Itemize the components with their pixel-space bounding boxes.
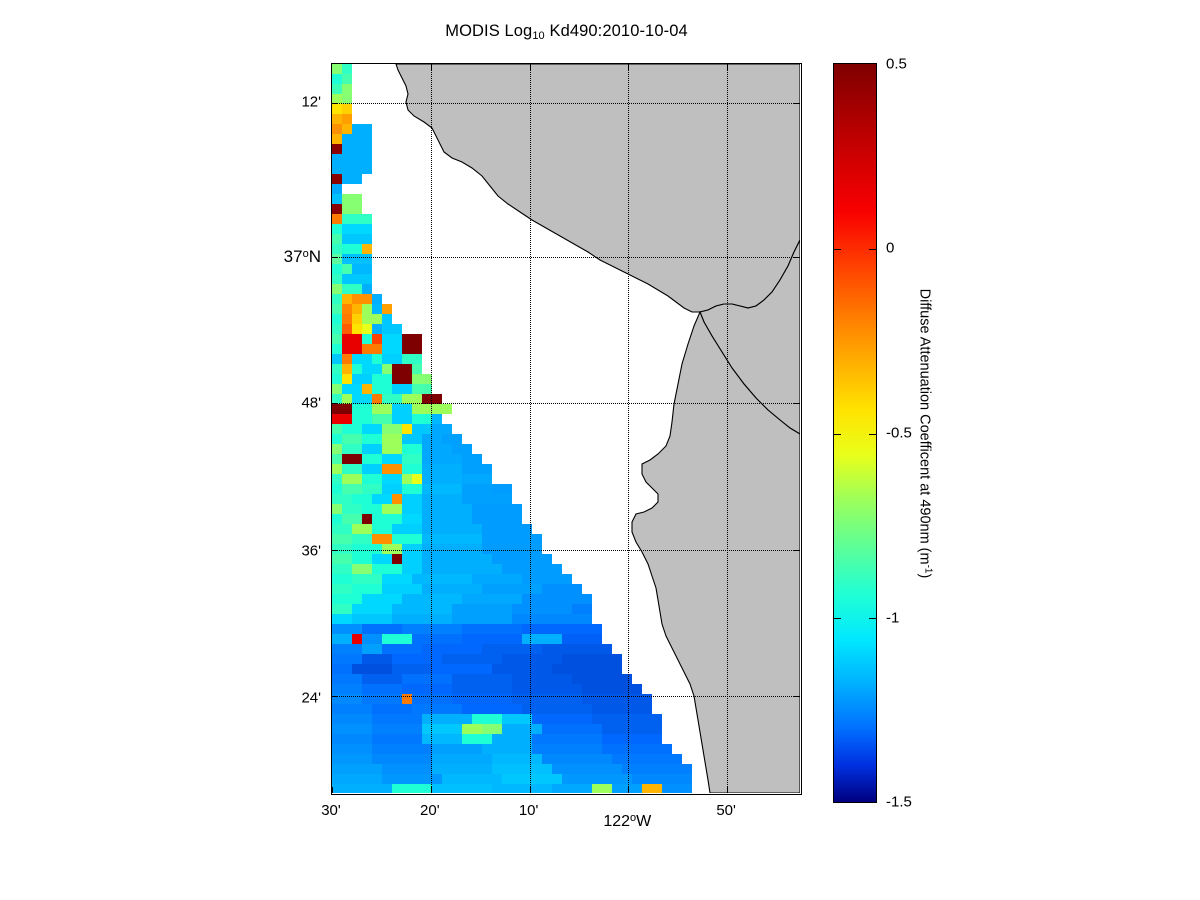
- gridline-horizontal-48: [332, 402, 800, 404]
- degree-symbol-y: o: [302, 248, 309, 260]
- gridline-horizontal-36: [332, 550, 800, 551]
- ytick-right-36: [794, 550, 800, 551]
- ytick-left-24: [332, 696, 338, 698]
- kd490-data-cells: [332, 64, 692, 793]
- map-axes[interactable]: [331, 63, 802, 795]
- title-subscript: 10: [532, 30, 545, 42]
- xtick-label-122W-hemi: W: [636, 813, 652, 830]
- ytick-label-37N: 37oN: [235, 247, 321, 267]
- cbtick-left-0: [834, 248, 841, 250]
- xtick-label-20: 20': [420, 802, 440, 819]
- cbtick-right-neg1: [869, 618, 876, 620]
- xtick-bottom-122W: [628, 787, 630, 793]
- ytick-label-48: 48': [301, 394, 321, 412]
- colorbar-label-post: ): [916, 573, 933, 578]
- figure-title: MODIS Log10 Kd490:2010-10-04: [0, 22, 1133, 42]
- xtick-top-50: [727, 64, 729, 70]
- ytick-label-37N-hemi: N: [308, 247, 321, 266]
- ytick-left-37N: [332, 257, 338, 259]
- degree-symbol-x: o: [630, 812, 637, 824]
- xtick-bottom-10: [529, 787, 531, 793]
- ytick-right-24: [794, 696, 800, 698]
- xtick-label-30: 30': [321, 802, 341, 819]
- xtick-label-122W-deg: 122: [603, 813, 631, 830]
- map-plot-area: [332, 64, 801, 794]
- ytick-label-37N-deg: 37: [283, 247, 303, 266]
- tick-overlay: [332, 64, 800, 793]
- land-polygon-southeast: [631, 310, 800, 793]
- colorbar-label-exponent: -1: [922, 564, 934, 573]
- cbtick-right-neg05: [869, 433, 876, 435]
- xtick-top-122W: [628, 64, 630, 70]
- ytick-left-48: [332, 402, 338, 404]
- colorbar-tick-label-neg05: -0.5: [886, 424, 912, 442]
- xtick-top-20: [430, 64, 432, 70]
- colorbar-axis-label-text: Diffuse Attenuation Coefficent at 490nm …: [917, 288, 934, 578]
- colorbar-tick-label-0: 0: [886, 239, 895, 257]
- gridline-vertical-122W: [628, 64, 630, 793]
- xtick-bottom-50: [727, 787, 729, 793]
- cbtick-left-neg1: [834, 618, 841, 620]
- gridline-horizontal-24: [332, 696, 800, 698]
- ytick-left-12: [332, 102, 338, 104]
- xtick-label-122W: 122oW: [603, 812, 651, 831]
- colorbar-tick-label-neg15: -1.5: [886, 793, 912, 811]
- gridline-horizontal-37N: [332, 257, 800, 259]
- colorbar-axis-label: Diffuse Attenuation Coefficent at 490nm …: [912, 63, 938, 803]
- xtick-label-50: 50': [716, 802, 736, 819]
- ytick-label-12: 12': [301, 93, 321, 111]
- grid-overlay: [332, 64, 800, 793]
- title-rest: Kd490:2010-10-04: [544, 22, 688, 40]
- map-raster: [332, 64, 800, 793]
- colorbar[interactable]: [833, 63, 877, 803]
- cbtick-right-0: [869, 248, 876, 250]
- gridline-vertical-50: [727, 64, 729, 793]
- gridline-horizontal-12: [332, 102, 800, 104]
- colorbar-label-pre: Diffuse Attenuation Coefficent at 490nm …: [916, 288, 933, 565]
- ytick-label-36: 36': [301, 542, 321, 560]
- colorbar-tick-label-05: 0.5: [886, 55, 907, 73]
- gridline-vertical-20: [430, 64, 432, 793]
- xtick-bottom-20: [430, 787, 432, 793]
- xtick-label-10: 10': [518, 802, 539, 819]
- cbtick-left-neg05: [834, 433, 841, 435]
- ytick-label-24: 24': [301, 689, 321, 707]
- colorbar-tick-label-neg1: -1: [886, 609, 900, 627]
- ytick-right-48: [794, 402, 800, 404]
- ytick-left-36: [332, 550, 338, 551]
- gridline-vertical-10: [529, 64, 531, 793]
- xtick-bottom-30: [332, 787, 333, 793]
- xtick-top-10: [529, 64, 531, 70]
- ytick-right-12: [794, 102, 800, 104]
- ytick-right-37N: [794, 257, 800, 259]
- colorbar-gradient: [834, 64, 876, 802]
- title-main: MODIS Log: [445, 22, 533, 40]
